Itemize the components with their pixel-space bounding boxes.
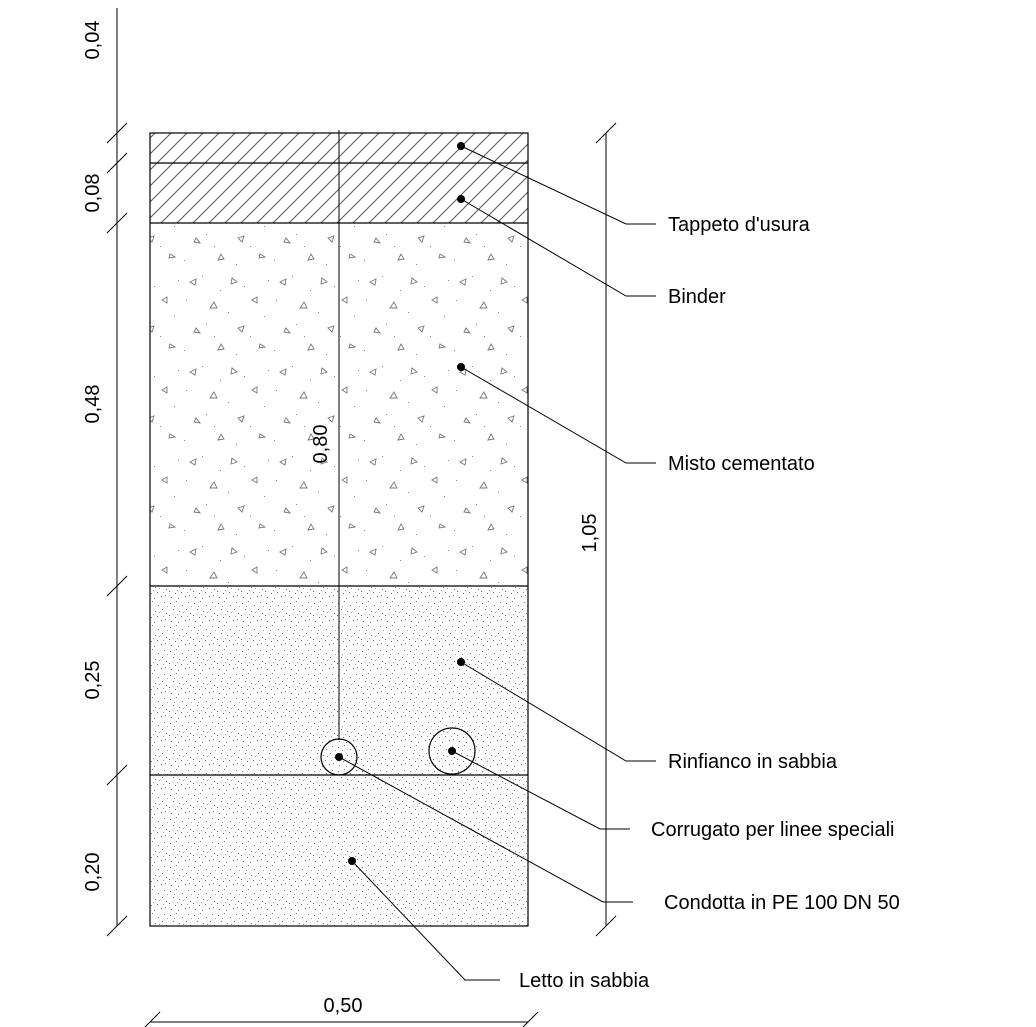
total-depth-dimension (595, 122, 617, 937)
width-label: 0,50 (324, 995, 363, 1017)
pipe-pe100-icon (320, 738, 358, 776)
leader-corrugato (448, 747, 630, 830)
leader-rinfianco (457, 658, 656, 762)
leader-binder (457, 195, 656, 297)
total-depth-label: 1,05 (579, 514, 601, 553)
leader-letto (348, 857, 500, 981)
thickness-tappeto: 0,04 (82, 21, 104, 60)
label-tappeto: Tappeto d'usura (668, 214, 811, 236)
label-letto: Letto in sabbia (519, 970, 650, 992)
leader-tappeto (457, 142, 656, 225)
layer-letto (150, 775, 528, 926)
pipe-depth-label: 0,80 (310, 425, 332, 464)
thickness-binder: 0,08 (82, 174, 104, 213)
width-dimension (144, 1011, 539, 1027)
left-dimension-chain (106, 8, 128, 937)
label-rinfianco: Rinfianco in sabbia (668, 751, 838, 773)
label-binder: Binder (668, 286, 726, 308)
thickness-misto: 0,48 (82, 385, 104, 424)
pipe-corrugato-icon (428, 727, 476, 775)
thickness-letto: 0,20 (82, 853, 104, 892)
label-corrugato: Corrugato per linee speciali (651, 819, 894, 841)
thickness-rinfianco: 0,25 (82, 661, 104, 700)
label-misto: Misto cementato (668, 453, 815, 475)
leader-misto (457, 363, 656, 464)
label-pe100: Condotta in PE 100 DN 50 (664, 892, 900, 914)
leader-pe100 (335, 753, 633, 903)
